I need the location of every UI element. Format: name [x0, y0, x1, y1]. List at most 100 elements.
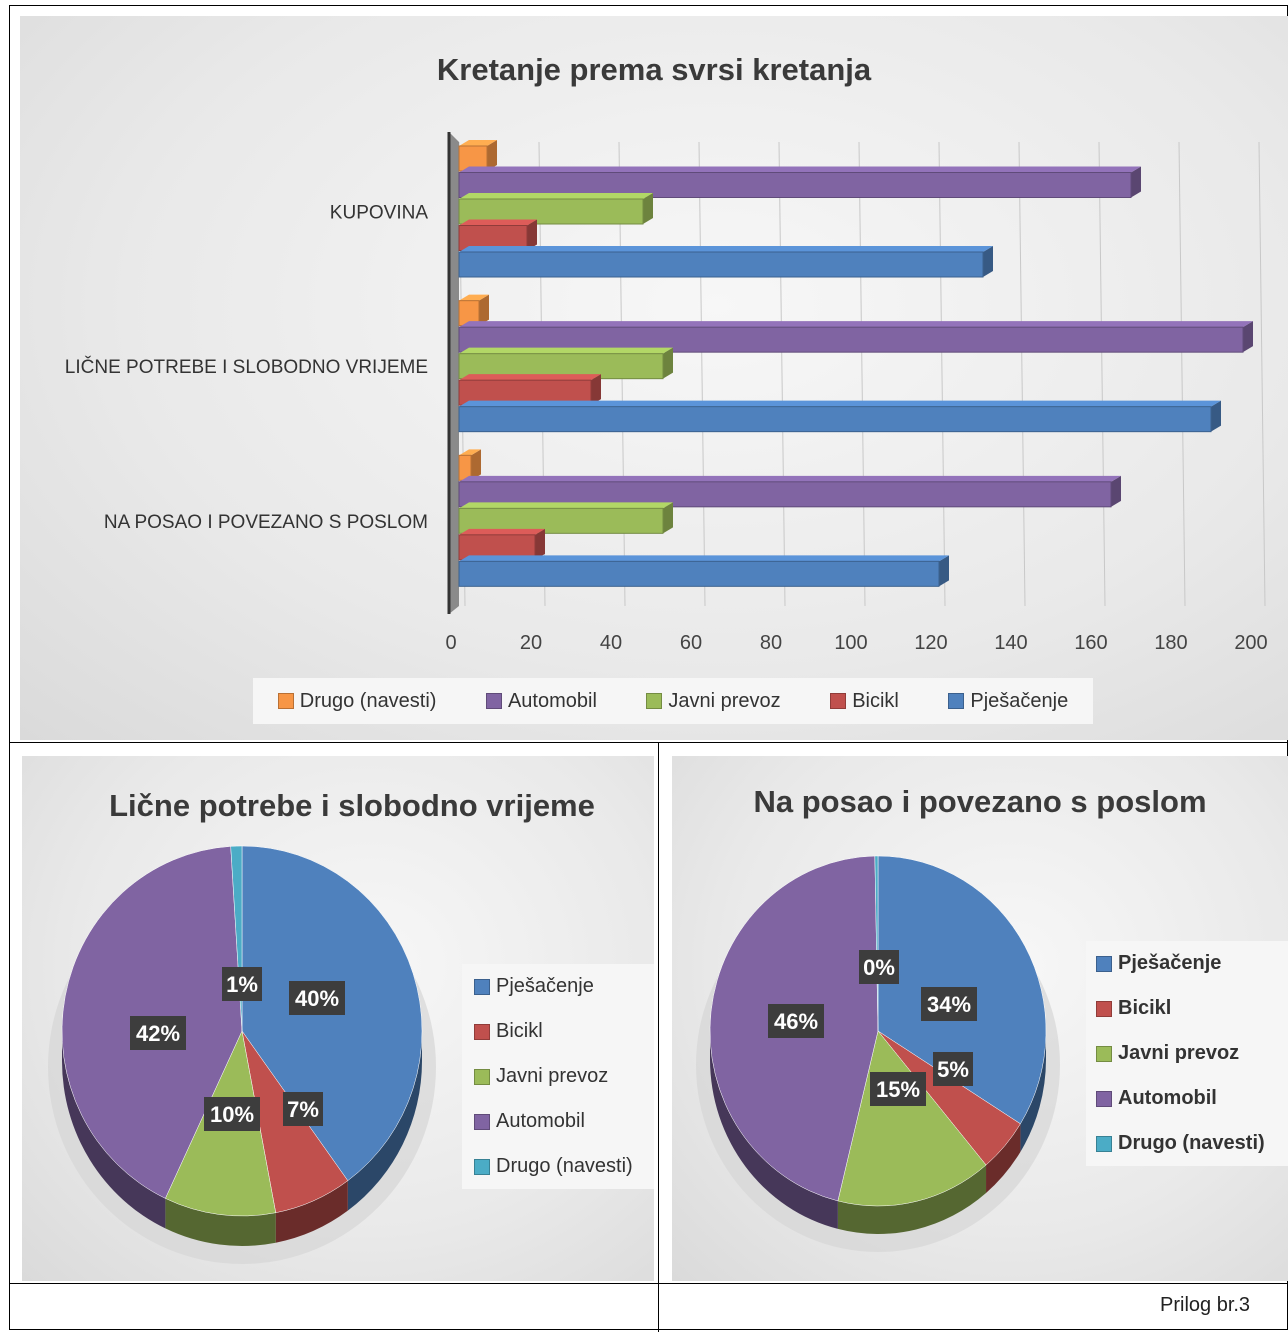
bar-top: [459, 321, 1253, 328]
pie-slice-side: [165, 1198, 276, 1246]
bar-side: [535, 528, 545, 560]
data-label: 40%: [295, 986, 339, 1011]
pie1-legend: Pješačenje Bicikl Javni prevoz Automobil…: [462, 964, 654, 1189]
bar-side: [643, 193, 653, 224]
data-label-box: [204, 1097, 260, 1131]
pie-slice-side: [710, 1031, 838, 1229]
bar-top: [459, 374, 601, 381]
bar-top: [459, 193, 653, 199]
bar-top: [459, 475, 1121, 482]
gridline: [1018, 141, 1026, 607]
data-label-box: [222, 967, 262, 1001]
data-label: 34%: [927, 992, 971, 1017]
legend-label: Javni prevoz: [496, 1065, 609, 1087]
legend-label: Javni prevoz: [1118, 1042, 1240, 1064]
bar-side: [1211, 400, 1221, 432]
data-label: 10%: [210, 1102, 254, 1127]
legend-swatch: [1096, 1000, 1112, 1017]
legend-swatch: [948, 693, 965, 709]
bar-side: [983, 246, 993, 277]
legend-item-drugo: Drugo (navesti): [277, 690, 436, 713]
bar-pje-a-enje-2: [458, 251, 984, 278]
bar-top: [459, 528, 545, 535]
x-tick-label: 120: [914, 632, 947, 654]
legend-label: Bicikl: [1118, 997, 1172, 1019]
legend-label: Drugo (navesti): [1118, 1132, 1265, 1154]
data-label-box: [289, 981, 345, 1015]
pie1-legend-pjesacenje: Pješačenje: [474, 975, 654, 998]
bar-top: [459, 502, 673, 509]
x-tick-label: 140: [994, 632, 1027, 654]
bar-top: [459, 246, 993, 252]
x-tick-label: 40: [600, 632, 622, 654]
pie-slice-side: [837, 1165, 987, 1234]
data-label: 46%: [774, 1009, 818, 1034]
category-label: KUPOVINA: [330, 203, 429, 224]
bar-side: [487, 140, 497, 171]
x-tick-label: 60: [680, 632, 702, 654]
data-label: 15%: [876, 1077, 920, 1102]
pie1-legend-drugo: Drugo (navesti): [474, 1155, 654, 1178]
legend-swatch: [1096, 955, 1112, 972]
pie-slice-side: [275, 1180, 348, 1243]
row-divider-2: [9, 1283, 1288, 1285]
pie2-legend-javni-prevoz: Javni prevoz: [1096, 1042, 1288, 1065]
x-tick-label: 20: [520, 632, 542, 654]
column-divider: [658, 742, 660, 1332]
gridline: [1258, 141, 1266, 607]
pie1-legend-automobil: Automobil: [474, 1110, 654, 1133]
row-divider-1: [9, 742, 1288, 744]
gridline: [698, 141, 706, 607]
legend-label: Pješačenje: [496, 975, 594, 997]
bar-side: [1111, 475, 1121, 507]
pie-slice-side: [1020, 1031, 1046, 1152]
pie2-legend: Pješačenje Bicikl Javni prevoz Automobil…: [1086, 941, 1288, 1166]
legend-swatch: [277, 693, 294, 709]
x-tick-label: 100: [834, 632, 867, 654]
legend-item-pjesacenje: Pješačenje: [948, 690, 1068, 713]
data-label: 7%: [287, 1097, 319, 1122]
gridline: [1098, 141, 1106, 607]
data-label: 42%: [136, 1021, 180, 1046]
legend-swatch: [1096, 1045, 1112, 1062]
category-label: NA POSAO I POVEZANO S POSLOM: [104, 512, 428, 533]
x-tick-label: 200: [1234, 632, 1267, 654]
bar-chart-title: Kretanje prema svrsi kretanja: [436, 52, 872, 87]
bar-side: [527, 219, 537, 251]
gridline: [778, 141, 786, 607]
x-tick-label: 160: [1074, 632, 1107, 654]
legend-swatch: [830, 693, 847, 709]
bar-top: [459, 555, 949, 562]
pie-slice-side: [62, 1031, 166, 1229]
bar-side: [471, 449, 481, 481]
bar-side: [939, 555, 949, 587]
legend-label: Pješačenje: [1118, 952, 1222, 974]
pie-chart-panel-licne: Lične potrebe i slobodno vrijeme 40% 7% 10…: [22, 756, 654, 1281]
pie2-legend-pjesacenje: Pješačenje: [1096, 952, 1288, 975]
axis-wall: [449, 132, 459, 614]
legend-label: Automobil: [1118, 1087, 1217, 1109]
legend-swatch: [1096, 1090, 1112, 1107]
bar-chart-panel: Kretanje prema svrsi kretanja 0 20 40 60 80 1…: [20, 16, 1288, 740]
bar-pje-a-enje-0: [458, 560, 940, 587]
gridline: [1178, 141, 1186, 607]
bar-chart-legend: Drugo (navesti) Automobil Javni prevoz B…: [253, 678, 1093, 724]
legend-label: Automobil: [507, 689, 597, 712]
legend-label: Bicikl: [852, 689, 899, 712]
bar-top: [459, 449, 481, 456]
legend-label: Drugo (navesti): [496, 1155, 633, 1177]
legend-label: Automobil: [496, 1110, 585, 1132]
pie-chart-panel-posao: Na posao i povezano s poslom 34% 5% 15% 46%…: [672, 756, 1288, 1281]
legend-item-javni-prevoz: Javni prevoz: [646, 690, 781, 713]
bar-top: [459, 140, 497, 146]
pie1-legend-bicikl: Bicikl: [474, 1020, 654, 1043]
legend-swatch: [474, 978, 490, 995]
prilog-label: Prilog br.3: [1160, 1294, 1251, 1316]
bar-side: [663, 502, 673, 534]
legend-swatch: [474, 1023, 490, 1040]
pie2-legend-drugo: Drugo (navesti): [1096, 1132, 1288, 1155]
legend-item-automobil: Automobil: [485, 689, 597, 713]
legend-label: Bicikl: [496, 1020, 543, 1042]
data-label: 0%: [863, 955, 895, 980]
category-label: LIČNE POTREBE I SLOBODNO VRIJEME: [65, 356, 428, 378]
